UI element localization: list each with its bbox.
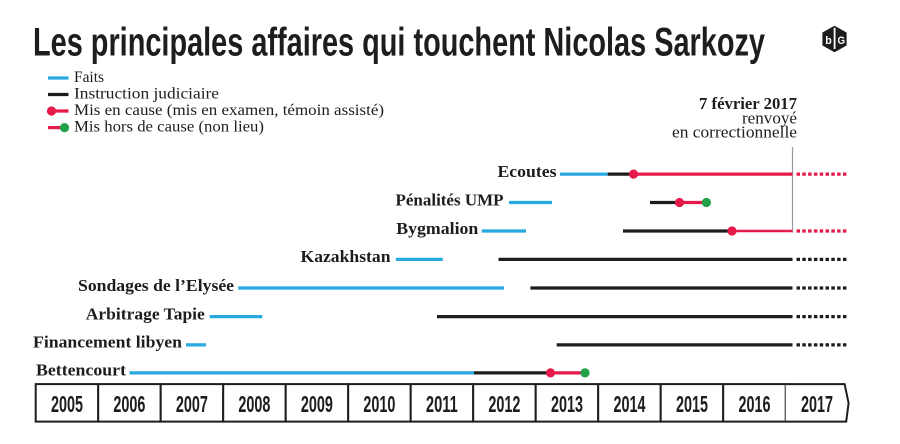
svg-text:2014: 2014 xyxy=(614,391,646,417)
svg-text:2016: 2016 xyxy=(739,391,771,417)
svg-text:G: G xyxy=(838,35,846,47)
svg-text:2017: 2017 xyxy=(801,391,833,417)
svg-text:2005: 2005 xyxy=(51,391,83,417)
svg-text:Kazakhstan: Kazakhstan xyxy=(301,247,391,266)
svg-text:2006: 2006 xyxy=(113,391,145,417)
svg-text:Instruction judiciaire: Instruction judiciaire xyxy=(74,85,219,102)
svg-text:2007: 2007 xyxy=(176,391,208,417)
svg-text:Ecoutes: Ecoutes xyxy=(498,162,558,181)
svg-text:Les principales affaires qui t: Les principales affaires qui touchent Ni… xyxy=(33,21,766,65)
svg-text:Sondages de l’Elysée: Sondages de l’Elysée xyxy=(78,276,234,295)
svg-text:2008: 2008 xyxy=(238,391,270,417)
svg-text:7 février 2017: 7 février 2017 xyxy=(699,94,797,113)
svg-text:2015: 2015 xyxy=(676,391,708,417)
svg-text:2011: 2011 xyxy=(426,391,458,417)
svg-text:2013: 2013 xyxy=(551,391,583,417)
svg-text:renvoyé: renvoyé xyxy=(742,108,797,127)
svg-text:Pénalités UMP: Pénalités UMP xyxy=(396,190,504,209)
svg-text:en correctionnelle: en correctionnelle xyxy=(672,123,797,142)
svg-text:b: b xyxy=(825,35,832,47)
svg-text:Faits: Faits xyxy=(74,69,104,86)
svg-text:Mis hors de cause (non lieu): Mis hors de cause (non lieu) xyxy=(74,119,264,136)
svg-text:Arbitrage Tapie: Arbitrage Tapie xyxy=(86,304,205,323)
svg-text:2010: 2010 xyxy=(363,391,395,417)
svg-text:Bettencourt: Bettencourt xyxy=(36,361,127,380)
svg-text:Mis en cause (mis en examen, t: Mis en cause (mis en examen, témoin assi… xyxy=(74,102,384,119)
svg-text:2009: 2009 xyxy=(301,391,333,417)
svg-text:2012: 2012 xyxy=(488,391,520,417)
svg-text:Bygmalion: Bygmalion xyxy=(396,219,478,238)
svg-text:Financement libyen: Financement libyen xyxy=(33,333,182,352)
